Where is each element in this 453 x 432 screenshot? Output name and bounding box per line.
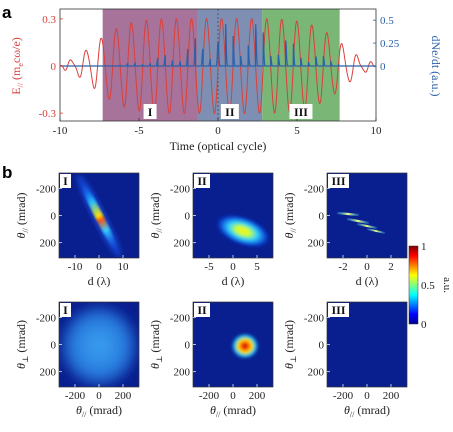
heatmap-top-2-xlabel: d (λ) bbox=[222, 274, 245, 288]
heatmap-bottom-1-label-box bbox=[60, 303, 71, 317]
heatmap-bottom-1-ytick: -200 bbox=[36, 312, 57, 324]
panel-a-ytick-right: 0 bbox=[380, 61, 386, 73]
heatmap-bottom-3-label: III bbox=[331, 303, 345, 317]
colorbar bbox=[408, 245, 419, 325]
heatmap-bottom-1-ytick: 0 bbox=[51, 340, 57, 352]
heatmap-top-2-xtick: 0 bbox=[230, 261, 236, 273]
heatmap-top-1-xtick: -10 bbox=[68, 261, 83, 273]
heatmap-top-3-label-box bbox=[328, 174, 349, 188]
heatmap-top-3-label: III bbox=[331, 174, 345, 188]
heatmap-top-2-ytick: 0 bbox=[185, 211, 191, 223]
panel-b-letter: b bbox=[2, 163, 12, 182]
panel-a-letter: a bbox=[2, 3, 12, 22]
heatmap-top-2-ylabel: θ// (mrad) bbox=[148, 192, 164, 238]
heatmap-top-1-ytick: 0 bbox=[51, 211, 57, 223]
colorbar-tick-mid: 0.5 bbox=[421, 280, 435, 292]
heatmap-bottom-3-xtick: 0 bbox=[364, 390, 370, 402]
heatmap-bottom-2-xtick: 200 bbox=[249, 390, 266, 402]
heatmap-bottom-2-label-box bbox=[194, 303, 210, 317]
heatmap-top-1-ylabel: θ// (mrad) bbox=[14, 192, 30, 238]
heatmap-top-1-ytick: -200 bbox=[36, 183, 57, 195]
heatmap-bottom-1-ylabel: θ⊥ (mrad) bbox=[14, 320, 30, 369]
panel-a-ylabel-right: dNe/dt (a.u.) bbox=[429, 36, 443, 97]
heatmap-top-2-label: II bbox=[197, 174, 207, 188]
heatmap-bottom-1-feature bbox=[59, 304, 139, 387]
heatmap-top-3-ylabel: θ// (mrad) bbox=[282, 192, 298, 238]
heatmap-bottom-2-xlabel: θ// (mrad) bbox=[210, 403, 256, 419]
heatmap-top-3-xtick: 0 bbox=[364, 261, 370, 273]
heatmap-top-2-feature bbox=[214, 213, 272, 249]
panel-a-xtick: -10 bbox=[53, 125, 68, 137]
panel-a-ytick-right: 0.5 bbox=[380, 15, 394, 27]
heatmap-bottom-3-xtick: -200 bbox=[333, 390, 354, 402]
colorbar-tick-bottom: 0 bbox=[421, 319, 427, 331]
heatmap-bottom-3-xlabel: θ// (mrad) bbox=[344, 403, 390, 419]
heatmap-bottom-2-label: II bbox=[197, 303, 207, 317]
heatmap-bottom-2-xtick: 0 bbox=[230, 390, 236, 402]
heatmap-top-3-ytick: 0 bbox=[319, 211, 325, 223]
svg-text:III: III bbox=[294, 105, 308, 119]
heatmap-top-1-label-box bbox=[60, 174, 71, 188]
heatmap-top-1-xlabel: d (λ) bbox=[88, 274, 111, 288]
colorbar-unit: a.u. bbox=[441, 277, 453, 293]
panel-a-ytick-left: -0.3 bbox=[39, 108, 57, 120]
heatmap-top-2-xtick: -5 bbox=[204, 261, 214, 273]
region-label-III: III bbox=[289, 104, 313, 119]
heatmap-bottom-3-xtick: 200 bbox=[383, 390, 400, 402]
heatmap-bottom-1-ytick: 200 bbox=[40, 367, 57, 379]
heatmap-top-1-ytick: 200 bbox=[40, 238, 57, 250]
colorbar-tick-top: 1 bbox=[421, 241, 427, 253]
heatmap-bottom-1-xtick: -200 bbox=[65, 390, 86, 402]
heatmap-top-3-ytick: -200 bbox=[304, 183, 325, 195]
panel-a-xlabel: Time (optical cycle) bbox=[170, 139, 267, 153]
heatmap-bottom-1-xtick: 0 bbox=[96, 390, 102, 402]
heatmap-top-2-ytick: 200 bbox=[174, 238, 191, 250]
heatmap-bottom-2-ytick: 0 bbox=[185, 340, 191, 352]
region-label-II: II bbox=[220, 104, 239, 119]
heatmap-bottom-2-ytick: -200 bbox=[170, 312, 191, 324]
heatmap-bottom-1-label: I bbox=[63, 303, 68, 317]
panel-a-ylabel-left: E// (mecω/e) bbox=[9, 37, 25, 95]
heatmap-bottom-3-ytick: 200 bbox=[308, 367, 325, 379]
heatmap-bottom-3-ytick: 0 bbox=[319, 340, 325, 352]
heatmap-top-3-xlabel: d (λ) bbox=[356, 274, 379, 288]
panel-a: -10 -5 0 5 10 0.3 0 -0.3 0.5 0.25 0 E// (mecω/e) d… bbox=[9, 8, 443, 153]
panel-a-ytick-left: 0.3 bbox=[42, 14, 56, 26]
heatmap-top-1-label: I bbox=[63, 174, 68, 188]
panel-a-ytick-left: 0 bbox=[51, 61, 57, 73]
heatmap-bottom-2-xtick: -200 bbox=[199, 390, 220, 402]
heatmap-top-2-label-box bbox=[194, 174, 210, 188]
heatmap-bottom-2-feature bbox=[230, 332, 260, 360]
heatmap-bottom-1-xlabel: θ// (mrad) bbox=[76, 403, 122, 419]
heatmap-bottom-3-ytick: -200 bbox=[304, 312, 325, 324]
heatmap-bottom-3-label-box bbox=[328, 303, 349, 317]
heatmap-top-3-xtick: -2 bbox=[338, 261, 347, 273]
heatmap-bottom-1-xtick: 200 bbox=[115, 390, 132, 402]
panel-a-xtick: -5 bbox=[134, 125, 144, 137]
heatmap-top-3-xtick: 2 bbox=[388, 261, 394, 273]
panel-a-xtick: 10 bbox=[371, 125, 383, 137]
series-ionization-rate bbox=[60, 23, 376, 67]
region-label-I: I bbox=[143, 104, 157, 119]
heatmap-top-1-xtick: 10 bbox=[118, 261, 130, 273]
heatmap-bottom-2-ytick: 200 bbox=[174, 367, 191, 379]
svg-text:I: I bbox=[148, 105, 153, 119]
heatmap-bottom-3-feature bbox=[353, 324, 381, 368]
heatmap-bottom-3-ylabel: θ⊥ (mrad) bbox=[282, 320, 298, 369]
heatmap-bottom-2-ylabel: θ⊥ (mrad) bbox=[148, 320, 164, 369]
panel-a-ytick-right: 0.25 bbox=[380, 38, 400, 50]
panel-a-xtick: 0 bbox=[215, 125, 221, 137]
svg-text:II: II bbox=[225, 105, 235, 119]
heatmap-top-1-feature bbox=[77, 174, 121, 258]
heatmap-top-3-feature bbox=[336, 211, 386, 234]
heatmap-top-2-ytick: -200 bbox=[170, 183, 191, 195]
heatmap-top-1-xtick: 0 bbox=[96, 261, 102, 273]
heatmap-top-2-xtick: 5 bbox=[254, 261, 260, 273]
heatmap-top-3-ytick: 200 bbox=[308, 238, 325, 250]
panel-a-xtick: 5 bbox=[294, 125, 300, 137]
